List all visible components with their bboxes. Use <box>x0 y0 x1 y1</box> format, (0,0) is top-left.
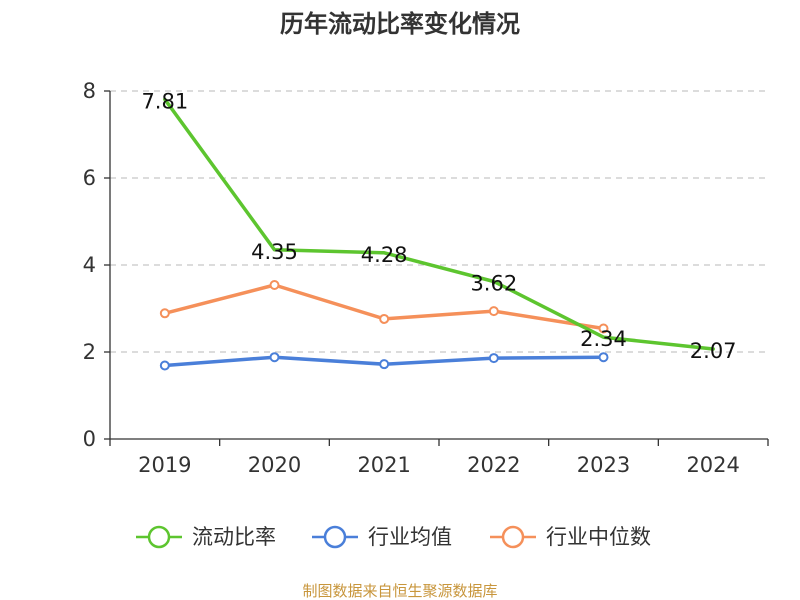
data-label: 7.81 <box>141 89 188 113</box>
data-label: 4.35 <box>251 240 298 264</box>
x-tick-label: 2022 <box>467 453 520 477</box>
legend-label: 流动比率 <box>192 525 276 549</box>
legend[interactable]: 流动比率 行业均值 行业中位数 <box>136 525 651 549</box>
legend-marker-icon <box>501 525 525 549</box>
y-tick-label: 6 <box>83 166 96 190</box>
legend-item-2[interactable]: 行业中位数 <box>490 525 651 549</box>
grid <box>110 90 768 353</box>
series-1-point[interactable] <box>598 352 609 363</box>
series-layer <box>159 97 715 371</box>
legend-item-1[interactable]: 行业均值 <box>312 525 452 549</box>
series-2-point[interactable] <box>379 313 390 324</box>
series-2-point[interactable] <box>159 308 170 319</box>
x-tick-label: 2023 <box>577 453 630 477</box>
data-label: 3.62 <box>470 272 517 296</box>
chart-title: 历年流动比率变化情况 <box>280 10 520 38</box>
data-label: 2.07 <box>690 339 737 363</box>
series-1-point[interactable] <box>269 352 280 363</box>
series-1-point[interactable] <box>379 359 390 370</box>
series-2-point[interactable] <box>488 306 499 317</box>
x-tick-label: 2021 <box>357 453 410 477</box>
data-label: 2.34 <box>580 327 627 351</box>
series-line-0 <box>163 97 715 351</box>
axes: 0 2 4 6 8 2019 2020 2021 2022 2023 2024 <box>83 79 769 477</box>
x-tick-label: 2020 <box>248 453 301 477</box>
y-tick-label: 0 <box>83 427 96 451</box>
series-1-point[interactable] <box>488 353 499 364</box>
legend-item-0[interactable]: 流动比率 <box>136 525 276 549</box>
x-tick-label: 2024 <box>686 453 739 477</box>
series-1-point[interactable] <box>159 360 170 371</box>
legend-label: 行业均值 <box>368 525 452 549</box>
x-tick-label: 2019 <box>138 453 191 477</box>
legend-marker-icon <box>147 525 171 549</box>
legend-label: 行业中位数 <box>546 525 651 549</box>
series-2-point[interactable] <box>598 323 609 334</box>
y-tick-label: 8 <box>83 79 96 103</box>
legend-marker-icon <box>323 525 347 549</box>
y-tick-label: 4 <box>83 253 96 277</box>
data-source-note: 制图数据来自恒生聚源数据库 <box>302 582 497 600</box>
data-labels: 7.81 4.35 4.28 3.62 2.34 2.07 <box>141 89 736 363</box>
series-2-point[interactable] <box>269 280 280 291</box>
data-label: 4.28 <box>361 243 408 267</box>
y-tick-label: 2 <box>83 340 96 364</box>
